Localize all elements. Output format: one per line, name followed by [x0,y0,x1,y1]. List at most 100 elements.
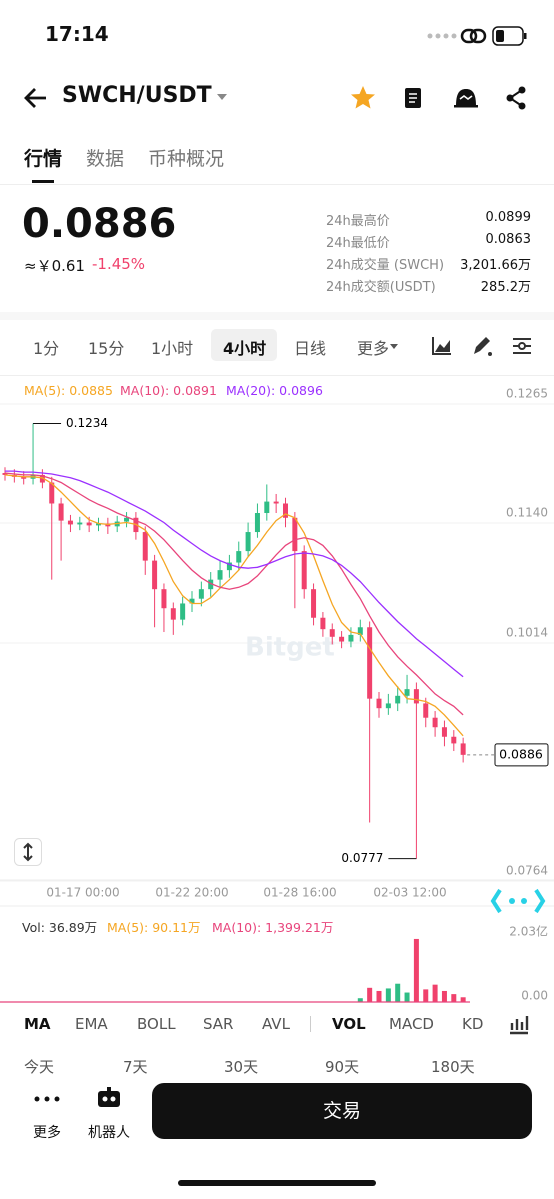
status-icons [427,26,527,46]
candle-body [39,474,45,483]
stat-label: 24h成交额(USDT) [326,280,436,295]
candle-body [189,598,195,604]
y-tick-label: 0.0764 [506,864,548,878]
candle-body [142,532,148,561]
indicator-tab[interactable]: EMA [75,1015,108,1033]
last-price-label: 0.0886 [499,746,543,761]
candle-body [152,560,158,590]
trade-button[interactable]: 交易 [152,1083,532,1139]
last-price: 0.0886 [22,201,177,247]
ma-legend-item: MA(10): 0.0891 [120,383,217,398]
volume-bar [441,990,447,1002]
candle-body [311,589,317,618]
interval[interactable]: 1分 [33,339,60,358]
candle-body [283,503,288,518]
candle-body [460,743,466,755]
candle-body [451,736,457,744]
indicator-tab[interactable]: SAR [203,1015,234,1033]
ma-legend-item: MA(5): 0.0885 [24,383,113,398]
candle-body [413,689,419,704]
candle-body [96,523,101,526]
candle-body [58,503,64,521]
tab-underline [32,180,54,183]
candle-body [339,636,345,642]
candle-body [226,562,232,571]
back-button[interactable] [22,85,50,111]
tab[interactable]: 数据 [86,148,125,170]
candle-body [180,603,186,620]
range-tab[interactable]: 90天 [325,1058,360,1076]
pair-caret[interactable] [216,93,228,101]
candle-body [357,627,363,635]
interval-selected-bg [211,329,277,361]
chart-type-icon[interactable] [432,337,451,355]
range-tab[interactable]: 7天 [123,1058,148,1076]
indicator-tab[interactable]: BOLL [137,1015,176,1033]
candle-body [21,476,27,479]
chart-tools [432,337,531,356]
volume-bar [404,992,410,1002]
indicator-settings[interactable] [508,1013,530,1035]
candle-body [329,629,335,637]
candle-body [77,522,83,525]
x-tick-label: 02-03 12:00 [373,886,446,900]
volume-bar [376,990,382,1002]
interval[interactable]: 1小时 [151,339,194,358]
stat-label: 24h成交量 (SWCH) [326,258,445,273]
interval[interactable]: 日线 [294,339,327,358]
candle-body [236,551,242,563]
alert-icon[interactable] [454,89,478,108]
more-caret [390,344,398,349]
stat-label: 24h最高价 [326,214,390,229]
tab-active[interactable]: 行情 [24,148,63,170]
settings-icon[interactable] [513,338,531,354]
y-tick-label: 0.1140 [506,506,548,520]
x-tick-label: 01-22 20:00 [155,886,228,900]
candle-body [432,717,438,728]
interval[interactable]: 15分 [88,339,125,358]
indicator-tab[interactable]: MA [24,1015,51,1033]
candle-body [217,570,223,580]
draw-icon[interactable] [474,337,492,356]
notes-icon[interactable] [405,88,421,108]
range-tab[interactable]: 180天 [431,1058,475,1076]
section-gap [0,312,554,320]
favorite-icon[interactable] [351,86,375,109]
interval-active[interactable]: 4小时 [223,339,267,358]
ma-legend-item: MA(20): 0.0896 [226,383,323,398]
divider [0,375,554,376]
stat-value: 0.0863 [485,232,532,247]
candle-body [264,501,270,514]
volume-legend-item: MA(5): 90.11万 [107,920,201,935]
y-tick-label: 2.03亿 [509,924,548,939]
candle-body [292,517,298,552]
range-tab[interactable]: 30天 [224,1058,259,1076]
volume-bar [395,983,401,1002]
volume-bar [432,984,438,1002]
indicator-tab[interactable]: VOL [332,1015,366,1033]
chart-extend[interactable] [490,887,546,915]
y-tick-label: 0.1014 [506,625,548,639]
more-label[interactable]: 更多 [33,1125,61,1141]
stat-value: 0.0899 [485,210,532,225]
candle-body [254,513,260,533]
indicator-tab[interactable]: KD [462,1015,484,1033]
robot-label[interactable]: 机器人 [88,1125,130,1141]
candle-body [404,689,410,696]
interval[interactable]: 更多 [357,339,390,358]
candle-body [124,517,130,522]
range-tab[interactable]: 今天 [24,1058,55,1076]
kline-chart: 0.1265 0.1140 0.1014 0.0764 Bitget 01-17 00:0… [0,387,554,1003]
indicator-tab[interactable]: AVL [262,1015,290,1033]
pair-title[interactable]: SWCH/USDT [62,83,212,108]
share-icon[interactable] [506,86,526,110]
ma-line [4,472,464,716]
scale-toggle[interactable] [14,838,42,866]
watermark: Bitget [245,633,335,663]
robot-icon[interactable] [96,1087,122,1109]
more-icon[interactable] [34,1092,60,1106]
stat-value: 285.2万 [480,280,531,295]
tab[interactable]: 币种概况 [148,148,225,170]
indicator-tab[interactable]: MACD [389,1015,434,1033]
